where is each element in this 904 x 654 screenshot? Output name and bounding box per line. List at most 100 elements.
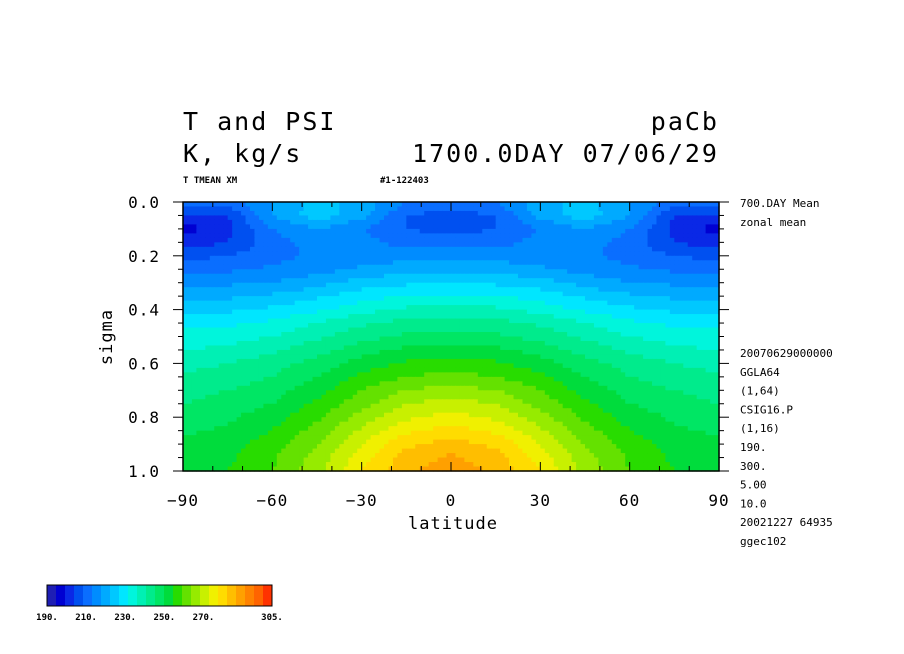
heatmap-cell	[348, 358, 354, 364]
heatmap-cell	[486, 336, 492, 342]
heatmap-cell	[473, 206, 479, 212]
heatmap-cell	[647, 242, 653, 248]
heatmap-cell	[446, 233, 452, 239]
heatmap-cell	[518, 363, 524, 369]
heatmap-cell	[433, 278, 439, 284]
heatmap-cell	[245, 314, 251, 320]
heatmap-cell	[643, 314, 649, 320]
heatmap-cell	[593, 376, 599, 382]
heatmap-cell	[410, 327, 416, 333]
heatmap-cell	[531, 367, 537, 373]
heatmap-cell	[451, 367, 457, 373]
heatmap-cell	[701, 224, 707, 230]
heatmap-cell	[410, 300, 416, 306]
heatmap-cell	[602, 318, 608, 324]
heatmap-cell	[576, 255, 582, 261]
heatmap-cell	[705, 206, 711, 212]
heatmap-cell	[276, 318, 282, 324]
heatmap-cell	[366, 296, 372, 302]
heatmap-cell	[232, 332, 238, 338]
heatmap-cell	[272, 367, 278, 373]
heatmap-cell	[638, 358, 644, 364]
heatmap-cell	[562, 264, 568, 270]
heatmap-cell	[442, 367, 448, 373]
heatmap-cell	[267, 300, 273, 306]
heatmap-cell	[442, 242, 448, 248]
heatmap-cell	[513, 314, 519, 320]
heatmap-cell	[388, 251, 394, 257]
heatmap-cell	[308, 215, 314, 221]
heatmap-cell	[701, 237, 707, 243]
heatmap-cell	[415, 323, 421, 329]
heatmap-cell	[593, 358, 599, 364]
heatmap-cell	[361, 349, 367, 356]
heatmap-cell	[607, 318, 613, 324]
heatmap-cell	[366, 363, 372, 369]
heatmap-cell	[241, 278, 247, 284]
heatmap-cell	[303, 287, 309, 293]
heatmap-cell	[415, 305, 421, 311]
heatmap-cell	[361, 210, 367, 217]
heatmap-cell	[544, 219, 550, 226]
heatmap-cell	[366, 354, 372, 360]
heatmap-cell	[218, 219, 224, 226]
heatmap-cell	[482, 327, 488, 333]
heatmap-cell	[464, 237, 470, 243]
heatmap-cell	[504, 255, 510, 261]
heatmap-cell	[464, 215, 470, 221]
heatmap-cell	[656, 296, 662, 302]
heatmap-cell	[388, 215, 394, 221]
heatmap-cell	[714, 291, 720, 297]
heatmap-cell	[544, 354, 550, 360]
heatmap-cell	[276, 278, 282, 284]
heatmap-cell	[232, 354, 238, 360]
heatmap-cell	[183, 202, 189, 208]
heatmap-cell	[250, 336, 256, 342]
heatmap-cell	[308, 349, 314, 356]
heatmap-cell	[410, 210, 416, 217]
heatmap-cell	[187, 246, 193, 252]
heatmap-cell	[384, 282, 390, 288]
heatmap-cell	[303, 372, 309, 378]
heatmap-cell	[236, 296, 242, 302]
heatmap-cell	[218, 273, 224, 279]
heatmap-cell	[705, 242, 711, 248]
heatmap-cell	[455, 278, 461, 284]
heatmap-cell	[388, 358, 394, 364]
heatmap-cell	[419, 264, 425, 270]
heatmap-cell	[692, 332, 698, 338]
heatmap-cell	[616, 291, 622, 297]
heatmap-cell	[634, 215, 640, 221]
heatmap-cell	[576, 242, 582, 248]
heatmap-cell	[312, 219, 318, 226]
heatmap-cell	[701, 264, 707, 270]
heatmap-cell	[669, 296, 675, 302]
heatmap-cell	[290, 385, 296, 391]
heatmap-cell	[214, 318, 220, 324]
heatmap-cell	[598, 260, 604, 266]
heatmap-cell	[250, 296, 256, 302]
heatmap-cell	[589, 210, 595, 217]
heatmap-cell	[236, 314, 242, 320]
heatmap-cell	[580, 345, 586, 351]
heatmap-cell	[236, 381, 242, 387]
heatmap-cell	[562, 340, 568, 347]
heatmap-cell	[361, 300, 367, 306]
heatmap-cell	[330, 336, 336, 342]
heatmap-cell	[665, 300, 671, 306]
heatmap-cell	[187, 282, 193, 288]
heatmap-cell	[294, 367, 300, 373]
heatmap-cell	[218, 309, 224, 315]
heatmap-cell	[455, 291, 461, 297]
heatmap-cell	[455, 282, 461, 288]
heatmap-cell	[589, 358, 595, 364]
heatmap-cell	[647, 318, 653, 324]
heatmap-cell	[433, 269, 439, 275]
heatmap-cell	[576, 224, 582, 230]
heatmap-cell	[442, 264, 448, 270]
heatmap-cell	[464, 332, 470, 338]
heatmap-cell	[392, 314, 398, 320]
heatmap-cell	[361, 314, 367, 320]
heatmap-cell	[451, 358, 457, 364]
heatmap-cell	[433, 237, 439, 243]
